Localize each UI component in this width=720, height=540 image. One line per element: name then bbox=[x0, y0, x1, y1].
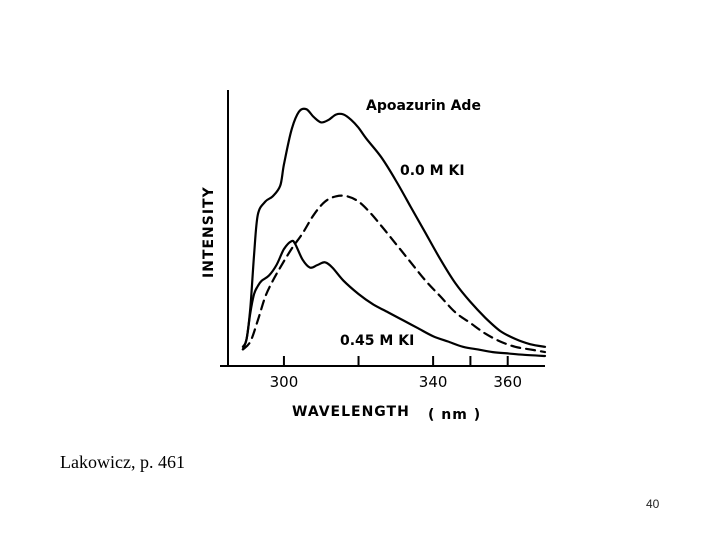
annotation-top-curve: 0.0 M KI bbox=[400, 163, 465, 179]
x-axis-unit: ( nm ) bbox=[428, 407, 481, 423]
x-tick-label-300: 300 bbox=[270, 373, 299, 391]
x-tick-label-360: 360 bbox=[493, 373, 522, 391]
curve-0-0mki bbox=[241, 107, 547, 348]
x-ticks bbox=[282, 356, 509, 366]
page-number: 40 bbox=[646, 497, 660, 511]
citation: Lakowicz, p. 461 bbox=[60, 452, 185, 472]
x-tick-label-340: 340 bbox=[419, 373, 448, 391]
curve-dashed bbox=[241, 194, 547, 354]
annotation-bottom-curve: 0.45 M KI bbox=[340, 333, 414, 349]
y-axis-title: INTENSITY bbox=[201, 186, 217, 278]
x-tick-labels: 300 340 360 bbox=[270, 373, 522, 391]
x-axis-title: WAVELENGTH bbox=[292, 404, 410, 420]
curves bbox=[241, 107, 547, 358]
chart-annotation-title: Apoazurin Ade bbox=[366, 98, 481, 114]
curve-0-45mki bbox=[241, 239, 547, 358]
